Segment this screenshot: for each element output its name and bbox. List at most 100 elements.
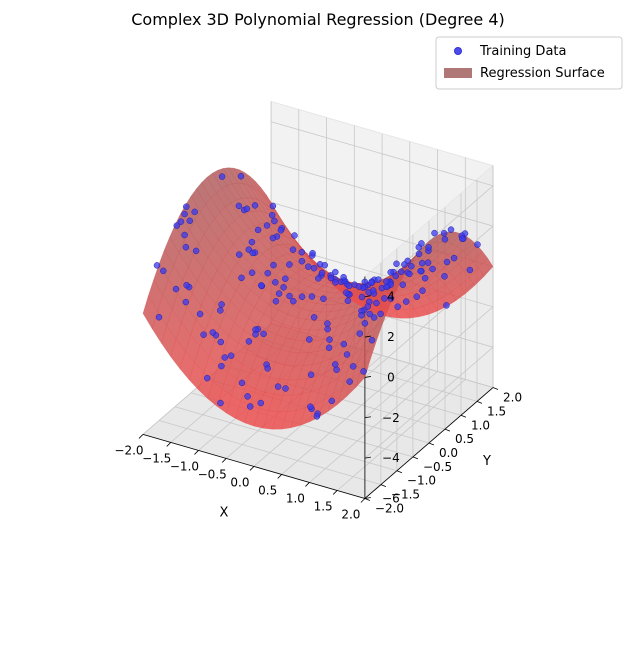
data-point (298, 257, 306, 265)
data-point (402, 298, 410, 305)
data-point (429, 265, 436, 273)
z-tick (364, 376, 371, 378)
data-point (340, 340, 348, 348)
data-point (173, 222, 181, 229)
z-tick (364, 456, 371, 459)
data-point (310, 264, 318, 272)
z-tick-label: −4 (382, 451, 400, 465)
data-point (186, 217, 194, 225)
z-tick-label: −6 (382, 491, 400, 505)
data-point (418, 240, 425, 247)
training-points (153, 172, 481, 420)
data-point (248, 269, 256, 276)
z-tick (364, 497, 371, 499)
data-point (364, 303, 372, 310)
data-point (181, 210, 188, 218)
gridline-z (270, 242, 494, 419)
data-point (408, 262, 415, 270)
data-point (277, 227, 285, 234)
data-point (252, 331, 259, 338)
x-tick (332, 490, 338, 495)
data-point (443, 302, 450, 309)
data-point (181, 231, 188, 239)
data-point (320, 295, 327, 303)
data-point (387, 295, 395, 302)
data-point (244, 393, 251, 400)
x-tick-label: 1.5 (314, 499, 333, 513)
data-point (316, 261, 324, 268)
data-point (269, 202, 277, 210)
data-point (235, 202, 243, 210)
data-point (333, 366, 340, 373)
data-point (421, 274, 429, 282)
x-tick (277, 474, 282, 479)
data-point (381, 295, 388, 302)
data-point (318, 269, 326, 277)
data-point (254, 226, 262, 234)
y-tick (460, 414, 467, 418)
data-point (324, 320, 331, 327)
data-point (282, 275, 289, 282)
data-point (310, 314, 318, 321)
data-point (324, 325, 331, 333)
data-point (368, 336, 376, 344)
x-tick (194, 450, 199, 455)
x-tick (305, 482, 310, 487)
data-point (355, 283, 363, 290)
y-tick-label: −1.0 (407, 474, 436, 488)
data-point (306, 336, 313, 343)
data-point (271, 217, 278, 225)
data-point (305, 263, 312, 270)
z-tick (364, 335, 371, 338)
y-tick (412, 456, 419, 460)
data-point (394, 303, 401, 310)
data-point (399, 281, 407, 288)
axes-tick-labels: −2.0−1.5−1.0−0.50.00.51.01.52.0 −2.0−1.5−… (114, 290, 522, 522)
data-point (227, 352, 235, 359)
data-point (331, 361, 339, 368)
data-point (315, 275, 322, 282)
data-point (257, 399, 265, 407)
y-tick-label: 0.0 (439, 446, 458, 460)
y-tick (380, 484, 387, 487)
data-point (441, 236, 449, 243)
data-point (248, 238, 256, 246)
z-tick-label: −2 (382, 411, 400, 425)
data-point (358, 293, 366, 301)
y-tick-label: −0.5 (423, 460, 452, 474)
x-tick-label: 0.5 (258, 483, 277, 497)
data-point (298, 293, 306, 300)
data-point (217, 338, 225, 346)
data-point (377, 310, 384, 318)
data-point (218, 301, 225, 308)
data-point (345, 282, 353, 290)
x-tick-label: −2.0 (114, 443, 143, 457)
z-tick-label: 2 (387, 330, 395, 344)
y-tick (396, 470, 403, 474)
chart-title: Complex 3D Polynomial Regression (Degree… (131, 10, 505, 29)
y-tick (428, 442, 435, 446)
data-point (264, 269, 271, 277)
data-point (191, 208, 198, 216)
data-point (326, 336, 333, 343)
y-tick (476, 401, 483, 404)
data-point (375, 276, 382, 283)
data-point (441, 273, 448, 280)
data-point (251, 202, 259, 209)
data-point (440, 229, 448, 237)
x-tick-label: 0.0 (230, 475, 249, 489)
data-point (192, 247, 200, 255)
data-point (332, 268, 339, 276)
data-point (366, 310, 373, 318)
data-point (183, 281, 190, 289)
y-tick-label: 1.5 (487, 404, 506, 418)
data-point (238, 274, 245, 282)
data-point (393, 260, 400, 268)
data-point (358, 311, 365, 319)
data-point (424, 259, 432, 266)
legend-label-training-data: Training Data (479, 44, 566, 59)
data-point (270, 261, 277, 269)
data-point (272, 279, 279, 286)
x-tick (360, 498, 366, 503)
data-point (243, 205, 251, 213)
